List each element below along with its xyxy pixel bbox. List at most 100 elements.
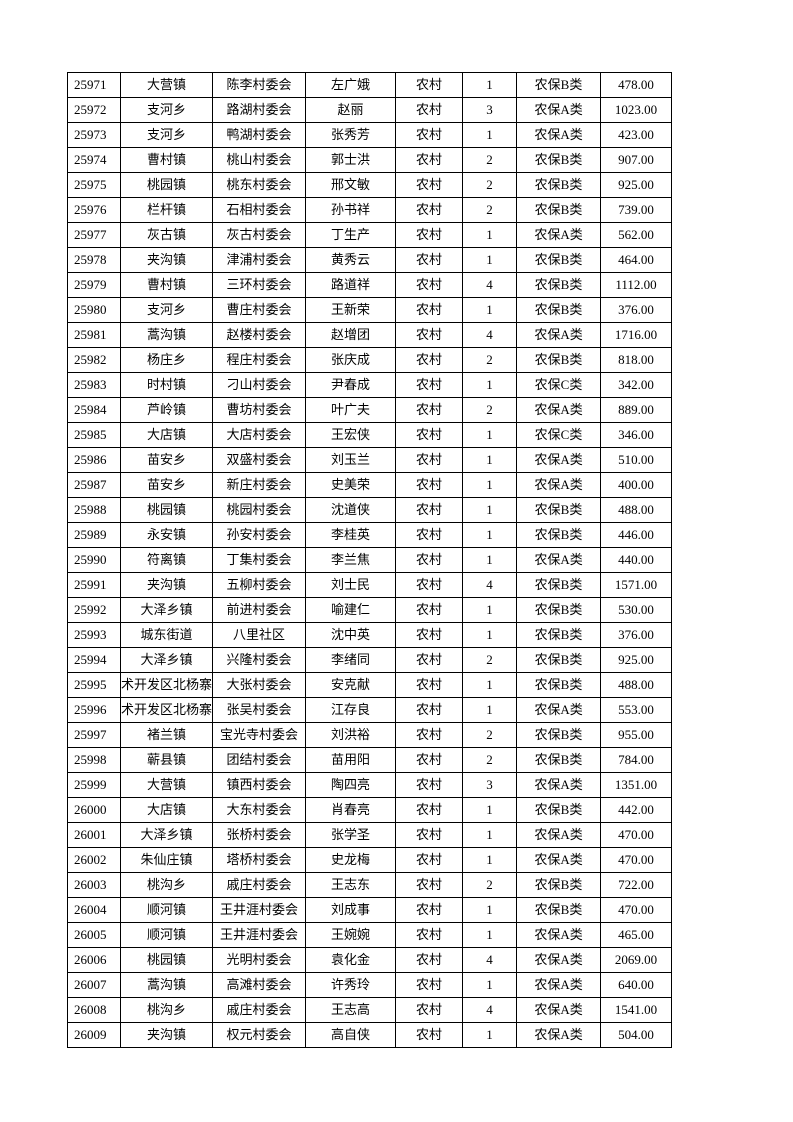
area-type-cell: 农村 — [395, 572, 464, 598]
insurance-category-cell: 农保A类 — [516, 847, 602, 873]
area-type-cell: 农村 — [395, 172, 464, 198]
insurance-category-cell: 农保A类 — [516, 697, 602, 723]
village-committee-cell: 张桥村委会 — [212, 822, 307, 848]
table-row: 25991 夹沟镇 五柳村委会 刘士民 农村 4 农保B类 1571.00 — [67, 572, 673, 598]
insurance-category-cell: 农保B类 — [516, 247, 602, 273]
household-count-cell: 4 — [462, 947, 518, 973]
area-type-cell: 农村 — [395, 897, 464, 923]
amount-cell: 440.00 — [600, 547, 673, 573]
record-id-cell: 25989 — [67, 522, 121, 548]
table-row: 25994 大泽乡镇 兴隆村委会 李绪同 农村 2 农保B类 925.00 — [67, 647, 673, 673]
table-row: 26001 大泽乡镇 张桥村委会 张学圣 农村 1 农保A类 470.00 — [67, 822, 673, 848]
person-name-cell: 郭士洪 — [305, 147, 397, 173]
village-committee-cell: 石相村委会 — [212, 197, 307, 223]
record-id-cell: 26000 — [67, 797, 121, 823]
table-row: 25986 苗安乡 双盛村委会 刘玉兰 农村 1 农保A类 510.00 — [67, 447, 673, 473]
person-name-cell: 肖春亮 — [305, 797, 397, 823]
area-type-cell: 农村 — [395, 522, 464, 548]
area-type-cell: 农村 — [395, 72, 464, 98]
village-committee-cell: 王井涯村委会 — [212, 922, 307, 948]
village-committee-cell: 高滩村委会 — [212, 972, 307, 998]
amount-cell: 2069.00 — [600, 947, 673, 973]
area-type-cell: 农村 — [395, 222, 464, 248]
household-count-cell: 2 — [462, 722, 518, 748]
amount-cell: 470.00 — [600, 847, 673, 873]
table-row: 25982 杨庄乡 程庄村委会 张庆成 农村 2 农保B类 818.00 — [67, 347, 673, 373]
record-id-cell: 25996 — [67, 697, 121, 723]
area-type-cell: 农村 — [395, 947, 464, 973]
record-id-cell: 25990 — [67, 547, 121, 573]
insurance-category-cell: 农保B类 — [516, 272, 602, 298]
table-row: 25980 支河乡 曹庄村委会 王新荣 农村 1 农保B类 376.00 — [67, 297, 673, 323]
record-id-cell: 25980 — [67, 297, 121, 323]
household-count-cell: 1 — [462, 472, 518, 498]
amount-cell: 423.00 — [600, 122, 673, 148]
area-type-cell: 农村 — [395, 922, 464, 948]
record-id-cell: 26002 — [67, 847, 121, 873]
person-name-cell: 丁生产 — [305, 222, 397, 248]
area-type-cell: 农村 — [395, 372, 464, 398]
insurance-category-cell: 农保B类 — [516, 197, 602, 223]
town-cell: 支河乡 — [119, 122, 214, 148]
household-count-cell: 1 — [462, 122, 518, 148]
record-id-cell: 26004 — [67, 897, 121, 923]
amount-cell: 442.00 — [600, 797, 673, 823]
amount-cell: 722.00 — [600, 872, 673, 898]
person-name-cell: 王宏侠 — [305, 422, 397, 448]
area-type-cell: 农村 — [395, 472, 464, 498]
person-name-cell: 左广娥 — [305, 72, 397, 98]
insurance-category-cell: 农保A类 — [516, 997, 602, 1023]
person-name-cell: 路道祥 — [305, 272, 397, 298]
record-id-cell: 25998 — [67, 747, 121, 773]
area-type-cell: 农村 — [395, 822, 464, 848]
amount-cell: 1112.00 — [600, 272, 673, 298]
amount-cell: 346.00 — [600, 422, 673, 448]
person-name-cell: 王志高 — [305, 997, 397, 1023]
town-cell: 符离镇 — [119, 547, 214, 573]
village-committee-cell: 程庄村委会 — [212, 347, 307, 373]
person-name-cell: 袁化金 — [305, 947, 397, 973]
table-row: 25984 芦岭镇 曹坊村委会 叶广夫 农村 2 农保A类 889.00 — [67, 397, 673, 423]
amount-cell: 376.00 — [600, 297, 673, 323]
village-committee-cell: 前进村委会 — [212, 597, 307, 623]
table-row: 25977 灰古镇 灰古村委会 丁生产 农村 1 农保A类 562.00 — [67, 222, 673, 248]
village-committee-cell: 桃东村委会 — [212, 172, 307, 198]
village-committee-cell: 兴隆村委会 — [212, 647, 307, 673]
person-name-cell: 史龙梅 — [305, 847, 397, 873]
area-type-cell: 农村 — [395, 347, 464, 373]
table-row: 26002 朱仙庄镇 塔桥村委会 史龙梅 农村 1 农保A类 470.00 — [67, 847, 673, 873]
record-id-cell: 25992 — [67, 597, 121, 623]
town-cell: 苗安乡 — [119, 447, 214, 473]
household-count-cell: 1 — [462, 622, 518, 648]
village-committee-cell: 曹庄村委会 — [212, 297, 307, 323]
table-row: 25979 曹村镇 三环村委会 路道祥 农村 4 农保B类 1112.00 — [67, 272, 673, 298]
town-cell: 夹沟镇 — [119, 247, 214, 273]
amount-cell: 478.00 — [600, 72, 673, 98]
village-committee-cell: 光明村委会 — [212, 947, 307, 973]
town-cell: 苗安乡 — [119, 472, 214, 498]
person-name-cell: 李兰焦 — [305, 547, 397, 573]
town-cell: 城东街道 — [119, 622, 214, 648]
amount-cell: 889.00 — [600, 397, 673, 423]
record-id-cell: 25994 — [67, 647, 121, 673]
area-type-cell: 农村 — [395, 622, 464, 648]
town-cell: 术开发区北杨寨 — [119, 697, 214, 723]
table-row: 25988 桃园镇 桃园村委会 沈道侠 农村 1 农保B类 488.00 — [67, 497, 673, 523]
village-committee-cell: 津浦村委会 — [212, 247, 307, 273]
village-committee-cell: 镇西村委会 — [212, 772, 307, 798]
area-type-cell: 农村 — [395, 97, 464, 123]
amount-cell: 818.00 — [600, 347, 673, 373]
village-committee-cell: 五柳村委会 — [212, 572, 307, 598]
table-row: 25974 曹村镇 桃山村委会 郭士洪 农村 2 农保B类 907.00 — [67, 147, 673, 173]
village-committee-cell: 三环村委会 — [212, 272, 307, 298]
town-cell: 灰古镇 — [119, 222, 214, 248]
person-name-cell: 李桂英 — [305, 522, 397, 548]
area-type-cell: 农村 — [395, 797, 464, 823]
person-name-cell: 史美荣 — [305, 472, 397, 498]
area-type-cell: 农村 — [395, 997, 464, 1023]
person-name-cell: 苗用阳 — [305, 747, 397, 773]
table-row: 25996 术开发区北杨寨 张吴村委会 江存良 农村 1 农保A类 553.00 — [67, 697, 673, 723]
table-row: 26003 桃沟乡 戚庄村委会 王志东 农村 2 农保B类 722.00 — [67, 872, 673, 898]
insurance-category-cell: 农保B类 — [516, 522, 602, 548]
town-cell: 大营镇 — [119, 72, 214, 98]
